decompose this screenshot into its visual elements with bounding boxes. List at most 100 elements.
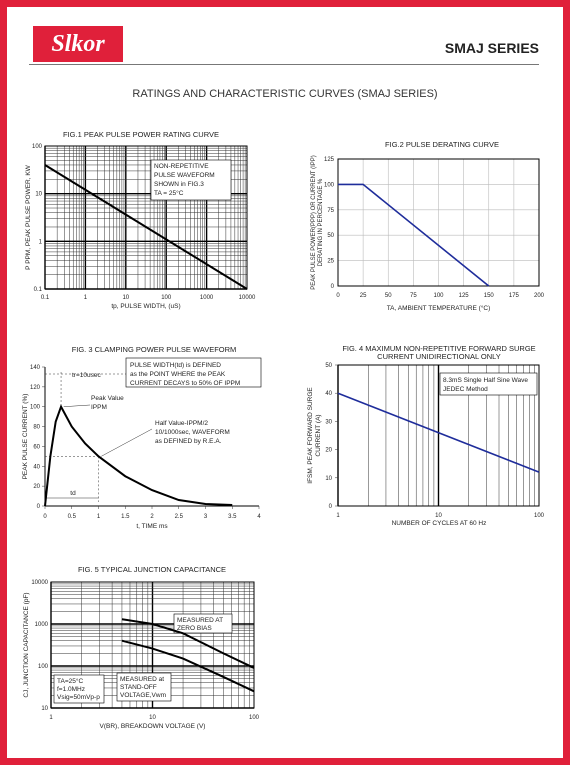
fig3-half-value-label: 10/1000sec, WAVEFORM	[155, 429, 230, 436]
fig2-y-tick-label: 50	[327, 233, 334, 239]
fig3-td-label: td	[70, 490, 76, 497]
fig5-standoff-label: MEASURED at	[120, 676, 164, 683]
fig4-y-tick-label: 30	[325, 419, 332, 425]
fig4-x-axis-label: NUMBER OF CYCLES AT 60 Hz	[392, 520, 487, 527]
fig2-x-tick-label: 100	[433, 293, 444, 299]
fig3-x-tick-label: 2.5	[175, 514, 184, 520]
fig4-title: CURRENT UNIDIRECTIONAL ONLY	[377, 352, 501, 361]
fig5-y-tick-label: 1000	[35, 622, 49, 628]
fig3-x-tick-label: 3.5	[228, 514, 237, 520]
fig4-y-tick-label: 10	[325, 476, 332, 482]
fig5-standoff-label: STAND-OFF	[120, 684, 157, 691]
fig1-annotation-box	[150, 159, 232, 201]
fig2-x-axis-label: TA, AMBIENT TEMPERATURE (°C)	[387, 304, 491, 312]
fig5-conditions-box	[53, 674, 105, 704]
fig2-pulse-derating-chart: 0 25 50 75 100 125 150 175 200 0 25 50 75 100 125 FIG.2…	[311, 140, 545, 312]
fig1-y-axis-label: P PPM, PEAK PULSE POWER, KW	[25, 164, 32, 269]
fig1-frame	[44, 145, 248, 290]
header-divider	[29, 64, 539, 65]
fig3-y-axis-label: PEAK PULSE CURRENT (%)	[22, 394, 29, 480]
fig5-x-tick-label: 100	[249, 715, 260, 721]
fig5-y-tick-label: 10000	[31, 580, 48, 586]
fig4-series-line	[337, 392, 540, 473]
fig4-y-tick-label: 50	[325, 363, 332, 369]
fig3-half-value-label: Half Value-IPPM/2	[155, 420, 208, 427]
fig1-annotation-text: PULSE WAVEFORM	[154, 172, 215, 179]
fig1-annotation-text: TA = 25°C	[154, 189, 184, 197]
fig1-x-tick-label: 10000	[239, 295, 256, 301]
logo-text: Slkor	[51, 31, 105, 57]
fig5-y-tick-label: 100	[38, 664, 49, 670]
fig4-annotation-box	[439, 372, 538, 396]
fig3-series-line	[44, 404, 233, 507]
fig3-x-tick-label: 0.5	[68, 514, 77, 520]
fig4-forward-surge-chart: 1 10 100 0 10 20 30 40 50 FIG. 4 MAXIMUM NON-REPE…	[307, 344, 545, 527]
fig3-tr-label: tr=10usec	[72, 372, 101, 379]
slkor-logo: Slkor	[33, 26, 123, 62]
fig3-y-tick-label: 80	[33, 425, 40, 431]
fig1-x-tick-label: 0.1	[41, 295, 50, 301]
fig3-x-tick-label: 1.5	[121, 514, 130, 520]
fig3-x-tick-label: 3	[204, 514, 208, 520]
fig3-half-leader	[101, 428, 153, 457]
fig5-title: FIG. 5 TYPICAL JUNCTION CAPACITANCE	[78, 565, 226, 574]
fig3-y-tick-label: 20	[33, 484, 40, 490]
fig2-x-tick-label: 75	[410, 293, 417, 299]
fig5-conditions-text: f=1.0MHz	[57, 686, 85, 693]
fig2-frame	[337, 158, 540, 287]
fig3-x-tick-label: 2	[150, 514, 154, 520]
fig2-y-tick-label: 25	[327, 259, 334, 265]
fig2-x-tick-label: 175	[509, 293, 520, 299]
fig5-x-tick-label: 1	[49, 715, 53, 721]
page-title: RATINGS AND CHARACTERISTIC CURVES (SMAJ …	[132, 88, 438, 100]
fig1-annotation-text: SHOWN in FIG.3	[154, 181, 204, 188]
fig2-x-tick-label: 125	[459, 293, 470, 299]
fig4-y-axis-label: IFSM, PEAK FORWARD SURGE	[307, 387, 314, 484]
fig2-y-tick-label: 75	[327, 208, 334, 214]
fig3-x-axis-label: t, TIME ms	[136, 523, 168, 530]
fig3-pulse-width-text: CURRENT DECAYS to 50% OF IPPM	[130, 380, 240, 387]
fig5-series-line-2	[121, 639, 255, 693]
fig2-x-tick-label: 200	[534, 293, 545, 299]
fig4-x-tick-label: 10	[435, 513, 442, 519]
fig3-peak-value-label: Peak Value	[91, 395, 124, 402]
fig3-peak-value-label: IPPM	[91, 404, 107, 411]
fig5-x-axis-label: V(BR), BREAKDOWN VOLTAGE (V)	[100, 723, 206, 730]
fig1-peak-pulse-power-chart: 0.1 1 10 100 1000 10000 0.1 1 10 100 FIG.1 PEAK PU…	[25, 130, 256, 310]
fig4-frame	[337, 364, 540, 507]
fig2-y-axis-label: DERATING IN PERCENTAGE %	[318, 178, 324, 266]
fig1-y-tick-label: 10	[35, 192, 42, 198]
fig3-y-tick-label: 140	[30, 365, 41, 371]
fig2-y-tick-label: 100	[324, 182, 335, 188]
fig3-title: FIG. 3 CLAMPING POWER PULSE WAVEFORM	[72, 345, 237, 354]
fig3-clamping-waveform-chart: 0 0.5 1 1.5 2 2.5 3 3.5 4020406080100120140FIG. …	[22, 345, 261, 530]
fig2-x-tick-label: 25	[360, 293, 367, 299]
fig1-x-tick-label: 100	[161, 295, 172, 301]
fig4-x-tick-label: 100	[534, 513, 545, 519]
fig3-y-tick-label: 40	[33, 464, 40, 470]
fig2-y-tick-label: 125	[324, 157, 335, 163]
fig4-annotation-text: JEDEC Method	[443, 386, 488, 393]
fig5-conditions-text: Vsig=50mVp-p	[57, 694, 100, 701]
fig3-x-tick-label: 1	[97, 514, 101, 520]
fig5-y-axis-label: CJ, JUNCTION CAPACITANCE (pF)	[23, 592, 30, 697]
fig3-x-tick-label: 0	[43, 514, 47, 520]
fig2-x-tick-label: 150	[484, 293, 495, 299]
fig1-annotation-text: NON-REPETITIVE	[154, 163, 209, 170]
fig3-y-tick-label: 100	[30, 405, 41, 411]
fig2-y-tick-label: 0	[331, 284, 335, 290]
fig1-x-tick-label: 1000	[200, 295, 214, 301]
fig1-title: FIG.1 PEAK PULSE POWER RATING CURVE	[63, 130, 219, 139]
fig5-standoff-box	[116, 672, 172, 702]
fig3-half-value-label: as DEFINED by R.E.A.	[155, 438, 222, 445]
datasheet-page: Slkor SMAJ SERIES RATINGS AND CHARACTERI…	[7, 7, 563, 758]
fig5-frame	[50, 581, 255, 709]
fig5-standoff-label: VOLTAGE,Vwm	[120, 692, 166, 699]
fig1-y-tick-label: 0.1	[34, 287, 43, 293]
fig3-pulse-width-box	[125, 357, 262, 388]
fig3-y-tick-label: 120	[30, 385, 41, 391]
fig4-y-tick-label: 20	[325, 448, 332, 454]
fig1-y-tick-label: 100	[32, 144, 43, 150]
fig4-annotation-text: 8.3mS Single Half Sine Wave	[443, 377, 528, 384]
